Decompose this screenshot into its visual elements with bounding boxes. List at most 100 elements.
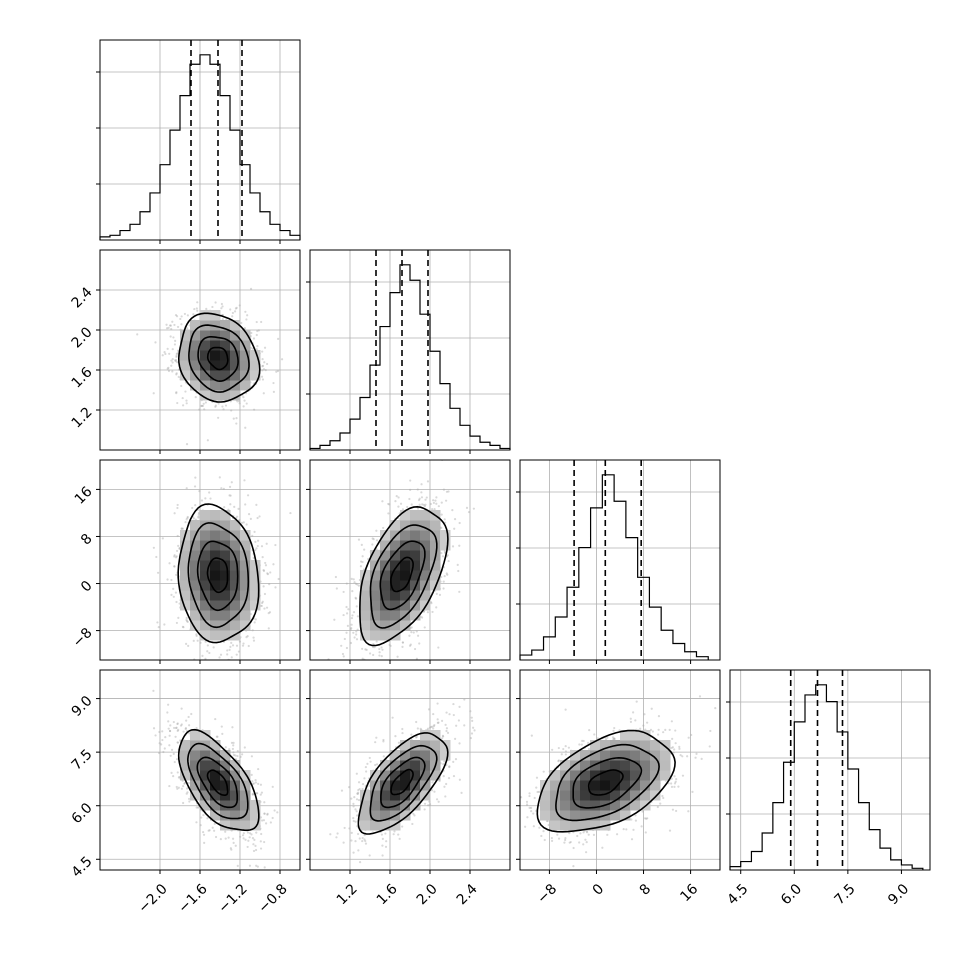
- scatter-point: [194, 476, 197, 479]
- scatter-point: [231, 644, 235, 647]
- scatter-point: [415, 657, 418, 660]
- scatter-point: [630, 838, 634, 841]
- density-cell: [240, 610, 251, 621]
- density-cell: [540, 810, 551, 821]
- scatter-point: [245, 402, 248, 405]
- scatter-point: [443, 785, 446, 788]
- density-cell: [390, 770, 401, 781]
- histogram-bar: [220, 96, 230, 240]
- scatter-point: [173, 512, 176, 515]
- x-tick-label: 7.5: [832, 881, 859, 908]
- y-tick-label: 2.4: [69, 284, 96, 311]
- scatter-point: [266, 573, 270, 576]
- scatter-point: [321, 679, 323, 681]
- scatter-point: [709, 729, 712, 733]
- histogram-bar: [440, 384, 450, 450]
- scatter-point: [175, 391, 178, 394]
- density-cell: [240, 340, 251, 351]
- scatter-point: [168, 784, 171, 788]
- density-cell: [190, 730, 201, 741]
- scatter-point: [455, 724, 458, 727]
- scatter-point: [542, 770, 545, 773]
- scatter-point: [593, 733, 596, 736]
- scatter-point: [436, 702, 439, 705]
- scatter-point: [410, 626, 413, 629]
- density-cell: [420, 560, 431, 571]
- scatter-point: [525, 800, 529, 803]
- scatter-point: [445, 729, 448, 733]
- density-cell: [220, 510, 231, 521]
- scatter-point: [674, 729, 677, 732]
- density-cell: [190, 520, 201, 531]
- scatter-point: [264, 369, 267, 372]
- density-cell: [600, 760, 611, 771]
- scatter-point: [254, 548, 257, 552]
- histogram-bar: [848, 769, 859, 870]
- scatter-point: [198, 408, 201, 411]
- scatter-point: [173, 726, 176, 730]
- scatter-point: [355, 810, 358, 813]
- scatter-point: [511, 802, 513, 804]
- scatter-point: [344, 677, 346, 679]
- density-cell: [180, 370, 191, 381]
- scatter-point: [253, 838, 256, 841]
- density-cell: [550, 790, 561, 801]
- scatter-point: [221, 318, 224, 321]
- scatter-point: [266, 812, 269, 815]
- scatter-point: [230, 656, 233, 659]
- density-cell: [190, 780, 201, 791]
- density-cell: [230, 820, 241, 831]
- scatter-point: [557, 837, 561, 840]
- density-cell: [370, 790, 381, 801]
- scatter-point: [217, 402, 220, 405]
- density-cell: [410, 570, 421, 581]
- y-tick-label: 8: [78, 531, 96, 549]
- density-cell: [430, 570, 441, 581]
- density-cell: [610, 750, 621, 761]
- contour-line: [196, 756, 238, 809]
- panel-frame: [309, 459, 511, 661]
- scatter-point: [374, 763, 377, 767]
- scatter-point: [176, 352, 179, 355]
- scatter-point: [382, 526, 385, 530]
- scatter-point: [451, 509, 454, 512]
- density-cell: [660, 750, 671, 761]
- scatter-point: [345, 646, 349, 650]
- density-cell: [580, 810, 591, 821]
- scatter-point: [375, 640, 378, 643]
- scatter-point: [250, 346, 253, 349]
- histogram-bar: [805, 695, 816, 870]
- density-cell: [200, 570, 211, 581]
- scatter-point: [250, 833, 253, 836]
- scatter-point: [457, 569, 460, 573]
- scatter-point: [342, 655, 345, 658]
- scatter-point: [251, 629, 254, 632]
- scatter-point: [169, 729, 172, 733]
- scatter-point: [200, 816, 203, 819]
- scatter-point: [625, 828, 628, 831]
- scatter-point: [251, 792, 254, 796]
- x-tick-label: 2.0: [414, 881, 441, 908]
- scatter-point: [383, 666, 385, 668]
- density-cell: [570, 810, 581, 821]
- scatter-point: [673, 782, 677, 785]
- density-cell: [430, 770, 441, 781]
- histogram-bar: [200, 55, 210, 240]
- scatter-point: [426, 727, 430, 730]
- scatter-point: [440, 551, 443, 555]
- density-cell: [400, 550, 411, 561]
- scatter-point: [175, 600, 178, 604]
- density-cell: [240, 820, 251, 831]
- density-cell: [180, 560, 191, 571]
- scatter-point: [242, 837, 245, 840]
- scatter-point: [256, 516, 259, 520]
- scatter-point: [582, 843, 585, 846]
- scatter-point: [200, 404, 203, 407]
- histogram-step-line: [519, 474, 709, 660]
- density-cell: [240, 770, 251, 781]
- scatter-point: [401, 641, 405, 644]
- density-cell: [220, 320, 231, 331]
- density-cell: [590, 810, 601, 821]
- density-cell: [200, 600, 211, 611]
- scatter-point: [170, 593, 173, 597]
